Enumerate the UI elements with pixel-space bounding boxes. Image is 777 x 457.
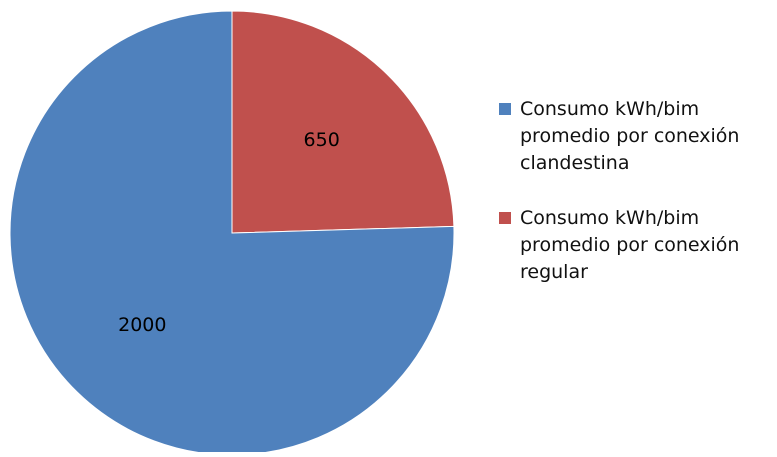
- legend-item-regular: Consumo kWh/bim promedio por conexión re…: [496, 205, 777, 286]
- legend-swatch-clandestina: [499, 103, 511, 115]
- pie-slice-regular: [231, 10, 455, 234]
- pie-data-label-clandestina: 2000: [118, 314, 166, 336]
- legend-label-clandestina: Consumo kWh/bim promedio por conexión cl…: [520, 98, 740, 174]
- pie-data-label-regular: 650: [304, 129, 340, 151]
- legend-swatch-regular: [499, 212, 511, 224]
- legend-label-regular: Consumo kWh/bim promedio por conexión re…: [520, 207, 740, 283]
- pie-slice-clandestina: [9, 10, 455, 456]
- legend-item-clandestina: Consumo kWh/bim promedio por conexión cl…: [496, 96, 777, 177]
- chart-legend: Consumo kWh/bim promedio por conexión cl…: [496, 96, 777, 286]
